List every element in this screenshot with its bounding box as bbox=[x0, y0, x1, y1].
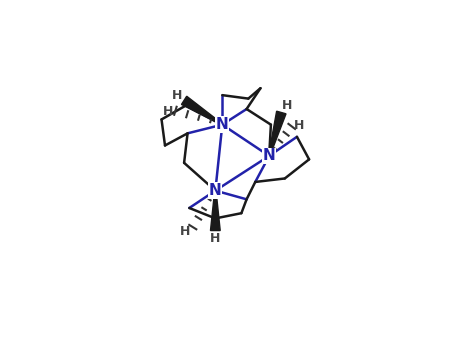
Text: H: H bbox=[172, 89, 182, 101]
Text: H: H bbox=[210, 232, 221, 245]
Text: H: H bbox=[180, 225, 190, 238]
Text: N: N bbox=[209, 183, 222, 198]
Text: H: H bbox=[282, 99, 293, 112]
Text: N: N bbox=[216, 117, 229, 132]
Text: H: H bbox=[162, 105, 173, 118]
Polygon shape bbox=[211, 191, 220, 231]
Text: H: H bbox=[293, 119, 304, 132]
Polygon shape bbox=[182, 96, 222, 125]
Text: N: N bbox=[263, 148, 276, 163]
Polygon shape bbox=[268, 111, 286, 156]
